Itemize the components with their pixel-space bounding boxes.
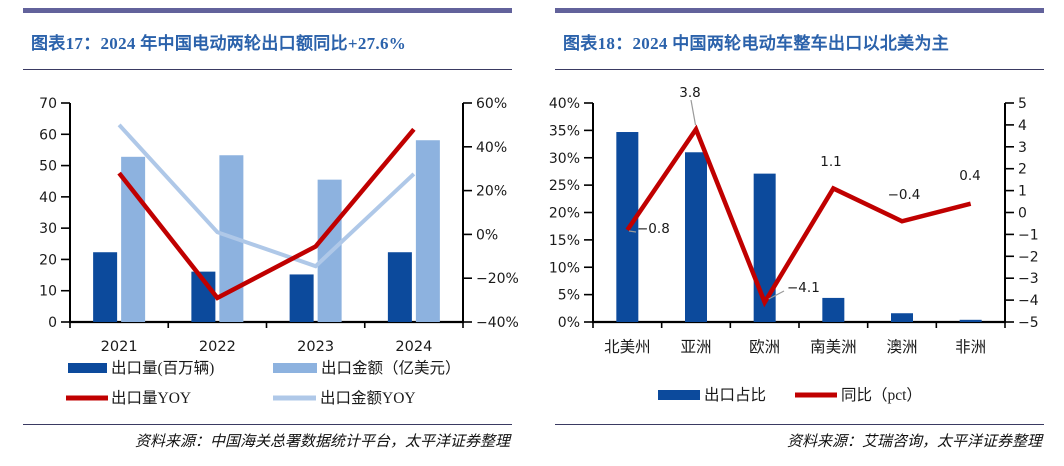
left-axis-label: 35% xyxy=(549,123,580,139)
legend-label: 出口占比 xyxy=(704,386,766,404)
bar xyxy=(121,156,146,322)
point-label: 3.8 xyxy=(679,85,700,101)
left-axis-label: 5% xyxy=(558,288,580,304)
right-axis-label: 2 xyxy=(1018,162,1027,178)
left-axis-label: 0 xyxy=(48,315,57,331)
category-label: 澳洲 xyxy=(886,338,917,356)
bar xyxy=(415,140,440,322)
legend-label: 同比（pct） xyxy=(841,386,922,404)
right-axis-label: −40% xyxy=(476,315,519,331)
legend-label: 出口金额YOY xyxy=(320,389,416,407)
point-label: −0.8 xyxy=(637,221,670,237)
title-underline xyxy=(555,69,1044,71)
category-label: 非洲 xyxy=(955,338,986,356)
bar xyxy=(822,297,845,322)
right-axis-label: 40% xyxy=(476,140,507,156)
right-axis-label: 0% xyxy=(476,227,498,243)
right-axis-label: 60% xyxy=(476,96,507,112)
legend-swatch-bar xyxy=(68,363,107,373)
right-axis-label: 0 xyxy=(1018,206,1027,222)
right-axis-label: 4 xyxy=(1018,118,1027,134)
point-label-leader xyxy=(690,99,697,126)
left-axis-label: 70 xyxy=(39,96,57,112)
figure-18-title: 图表18：2024 中国两轮电动车整车出口以北美为主 xyxy=(563,34,950,53)
category-label: 北美州 xyxy=(604,338,651,356)
point-label: 0.4 xyxy=(959,168,980,184)
left-axis-label: 20% xyxy=(549,206,580,222)
legend-label: 出口量YOY xyxy=(111,389,191,407)
figure-17-panel: 图表17：2024 年中国电动两轮出口额同比+27.6% 0 10 20 30 40 50… xyxy=(23,8,519,450)
bar xyxy=(289,274,314,322)
bar xyxy=(959,319,982,322)
bar xyxy=(685,152,707,322)
right-axis-label: −4 xyxy=(1018,293,1039,309)
left-axis-label: 25% xyxy=(549,178,580,194)
right-axis-label: −3 xyxy=(1018,271,1039,287)
bar xyxy=(93,252,118,322)
point-label-leader xyxy=(768,290,785,300)
left-axis-label: 20 xyxy=(39,252,57,268)
category-label: 2021 xyxy=(101,339,138,355)
figure-18-source: 资料来源：艾瑞咨询，太平洋证券整理 xyxy=(786,434,1042,450)
right-axis-label: 5 xyxy=(1018,96,1027,112)
legend-label: 出口量(百万辆) xyxy=(111,359,214,377)
point-label: 1.1 xyxy=(820,154,841,170)
figure-17-chart: 0 10 20 30 40 50 60 70 −40% −20% 0% 20% 40% 60% 2021 20… xyxy=(39,96,519,407)
left-axis-label: 40 xyxy=(39,190,57,206)
line-series xyxy=(117,123,416,269)
legend-swatch-bar xyxy=(273,363,317,373)
line-series xyxy=(117,127,416,301)
source-divider xyxy=(555,424,1044,426)
left-axis-label: 10% xyxy=(549,260,580,276)
bar xyxy=(891,313,913,322)
left-axis-label: 60 xyxy=(39,127,57,143)
panel-top-rule xyxy=(555,8,1044,13)
category-label: 2022 xyxy=(199,339,236,355)
left-axis-label: 0% xyxy=(558,315,580,331)
left-axis-label: 40% xyxy=(549,96,580,112)
right-axis-label: −1 xyxy=(1018,227,1039,243)
point-label: −0.4 xyxy=(888,187,921,203)
figure-18-chart: 0% 5% 10% 15% 20% 25% 30% 35% 40% −5 −4 −3 −2 −1 0 1 2 3 4… xyxy=(549,85,1039,404)
right-axis-label: −5 xyxy=(1018,315,1039,331)
category-label: 2024 xyxy=(395,339,432,355)
left-axis-label: 30% xyxy=(549,151,580,167)
panel-top-rule xyxy=(23,8,512,13)
bar xyxy=(387,252,412,322)
right-axis-label: 20% xyxy=(476,184,507,200)
left-axis-label: 15% xyxy=(549,233,580,249)
figure-17-title: 图表17：2024 年中国电动两轮出口额同比+27.6% xyxy=(31,34,407,53)
line-series xyxy=(625,124,972,308)
legend-label: 出口金额（亿美元） xyxy=(321,359,461,377)
category-label: 欧洲 xyxy=(749,338,780,356)
right-axis-label: −20% xyxy=(476,271,519,287)
point-label-leader xyxy=(628,230,637,233)
figure-18-panel: 图表18：2024 中国两轮电动车整车出口以北美为主 0% 5% 10% 15% 20%… xyxy=(532,0,1064,466)
source-divider xyxy=(23,424,512,426)
category-label: 亚洲 xyxy=(680,339,711,356)
category-label: 2023 xyxy=(297,339,334,355)
right-axis-label: −2 xyxy=(1018,249,1039,265)
left-axis-label: 50 xyxy=(39,159,57,175)
figure-17-source: 资料来源：中国海关总署数据统计平台，太平洋证券整理 xyxy=(134,434,510,450)
left-axis-label: 30 xyxy=(39,221,57,237)
right-axis-label: 3 xyxy=(1018,140,1027,156)
left-axis-label: 10 xyxy=(39,284,57,300)
point-label: −4.1 xyxy=(787,280,820,296)
title-underline xyxy=(23,69,512,71)
category-label: 南美洲 xyxy=(810,338,857,356)
legend-swatch-bar xyxy=(658,390,700,400)
right-axis-label: 1 xyxy=(1018,184,1027,200)
